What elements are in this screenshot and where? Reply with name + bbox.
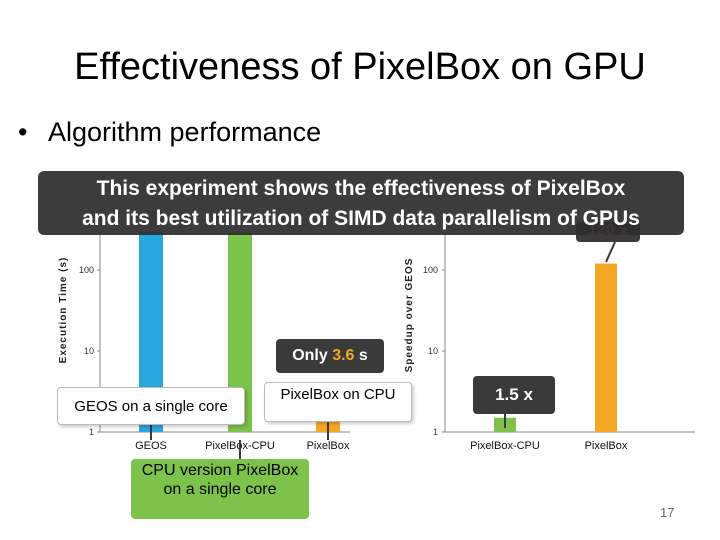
x-tick-label: PixelBox [585,440,628,452]
explanation-banner: This experiment shows the effectiveness … [38,171,684,235]
banner-line-1: This experiment shows the effectiveness … [96,177,626,200]
bullet-item: • Algorithm performance [18,112,321,152]
callout-cpu-version: CPU version PixelBox on a single core [131,459,309,519]
callout-only-suffix: s [354,347,368,364]
y-tick-label: 10 [428,346,438,356]
y-tick-label: 1 [433,427,438,437]
slide-title: Effectiveness of PixelBox on GPU [74,46,646,88]
callout-only-prefix: Only [292,347,333,364]
callout-pixelbox-cpu: PixelBox on CPU [264,382,412,422]
bullet-dot-icon: • [18,117,28,147]
callout-speedup-cpu: 1.5 x [473,376,555,414]
y-tick-label: 1 [89,427,94,437]
y-tick-label: 100 [79,265,94,275]
pointer-speedup-gpu [605,241,616,263]
callout-pixelbox-time: Only 3.6 s [276,339,384,373]
y-tick-label: 10 [84,346,94,356]
y-tick-label: 100 [423,265,438,275]
x-tick-label: PixelBox-CPU [470,440,540,452]
y-axis-label-1: Execution Time (s) [58,257,69,364]
x-tick-label: GEOS [135,440,167,452]
callout-geos: GEOS on a single core [57,387,245,425]
bar-pixelbox [595,263,617,432]
page-number: 17 [660,505,675,520]
bullet-text: Algorithm performance [48,117,322,147]
banner-line-2: and its best utilization of SIMD data pa… [82,207,640,230]
y-axis-label-2: Speedup over GEOS [404,258,415,373]
callout-only-value: 3.6 [332,347,355,364]
x-tick-label: PixelBox [307,440,350,452]
